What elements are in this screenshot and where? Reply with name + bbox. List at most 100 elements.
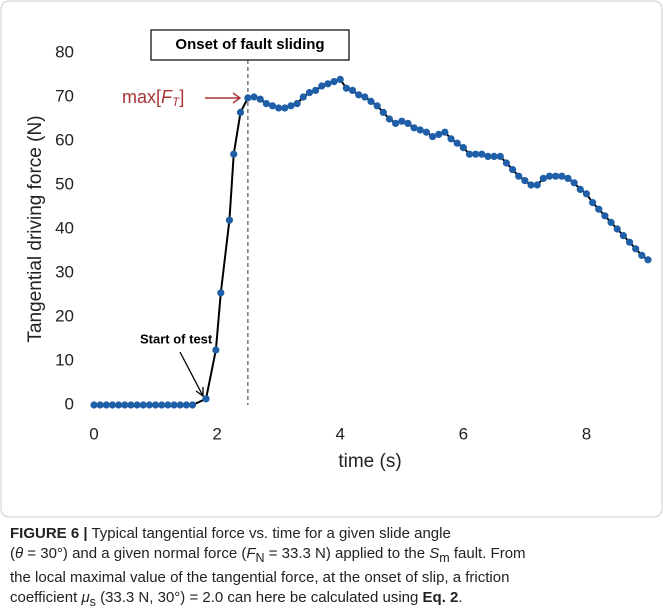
data-point — [576, 185, 584, 193]
data-point — [230, 150, 238, 158]
data-point — [521, 177, 529, 185]
data-point — [478, 150, 486, 158]
caption-text: m — [439, 551, 450, 565]
data-point — [281, 104, 289, 112]
data-point — [595, 205, 603, 213]
caption-text: θ — [15, 545, 24, 562]
data-point — [90, 401, 98, 409]
data-point — [472, 150, 480, 158]
x-tick-label: 8 — [582, 424, 591, 443]
caption-text: = 33.3 N) applied to the — [264, 545, 430, 562]
data-point — [139, 401, 147, 409]
data-point — [453, 139, 461, 147]
data-point — [625, 238, 634, 246]
caption-text: . — [458, 589, 463, 606]
data-point — [287, 102, 295, 110]
data-point — [182, 401, 190, 409]
data-point — [644, 256, 652, 264]
data-point — [145, 401, 153, 409]
max-arrow — [205, 92, 242, 104]
data-point — [404, 119, 412, 127]
caption-text: μ — [81, 589, 90, 606]
data-point — [188, 401, 197, 409]
caption-text: Eq. 2 — [422, 589, 459, 606]
data-point — [217, 289, 225, 297]
data-point — [268, 102, 277, 110]
data-point — [312, 86, 320, 94]
data-point — [539, 174, 547, 182]
data-point — [164, 401, 172, 409]
data-point — [236, 108, 245, 116]
chart: Tangential driving force (N) time (s) On… — [0, 0, 663, 518]
caption-text: Typical tangential force vs. time for a … — [87, 525, 451, 542]
data-point — [158, 401, 166, 409]
y-tick-label: 70 — [55, 86, 74, 105]
data-point — [96, 401, 104, 409]
data-point — [564, 174, 572, 182]
data-point — [342, 84, 350, 92]
y-tick-label: 40 — [55, 218, 74, 237]
caption-text: ( — [10, 545, 15, 562]
data-point — [379, 108, 387, 116]
data-point — [607, 218, 615, 226]
y-tick-label: 50 — [55, 174, 74, 193]
x-tick-label: 4 — [335, 424, 344, 443]
data-point — [176, 401, 184, 409]
data-point — [385, 115, 394, 123]
data-point — [318, 82, 326, 90]
caption-text: = 30°) and a given normal force ( — [23, 545, 247, 562]
data-point — [484, 152, 492, 160]
caption-text: F — [246, 545, 256, 562]
caption-text: s — [89, 595, 96, 609]
data-point — [632, 245, 640, 253]
y-tick-label: 0 — [65, 394, 74, 413]
data-point — [330, 78, 338, 86]
data-point — [398, 117, 406, 125]
data-point — [527, 181, 535, 189]
data-point — [336, 75, 344, 83]
data-point — [102, 401, 110, 409]
data-point — [502, 159, 511, 167]
caption-text: N — [255, 551, 265, 565]
data-point — [638, 251, 646, 259]
data-point — [133, 401, 141, 409]
data-point — [422, 128, 430, 136]
data-point — [428, 133, 437, 141]
data-point — [619, 232, 627, 240]
caption-text: coefficient — [10, 589, 82, 606]
y-tick-label: 10 — [55, 350, 74, 369]
data-point — [515, 172, 523, 180]
data-line — [94, 78, 649, 406]
data-point — [496, 152, 504, 160]
data-point — [613, 225, 621, 233]
data-point — [601, 212, 609, 220]
data-point — [447, 135, 455, 143]
data-point — [108, 401, 117, 409]
y-tick-label: 60 — [55, 130, 74, 149]
x-tick-label: 2 — [212, 424, 221, 443]
data-point — [533, 181, 541, 189]
data-point — [589, 199, 597, 207]
data-point — [115, 401, 123, 409]
data-point — [435, 130, 443, 138]
data-point — [558, 172, 566, 180]
y-axis-label: Tangential driving force (N) — [25, 115, 46, 342]
x-tick-label: 0 — [89, 424, 98, 443]
caption-text: (33.3 N, 30°) = 2.0 can here be calculat… — [95, 589, 423, 606]
y-tick-label: 30 — [55, 262, 74, 281]
data-point — [202, 395, 210, 403]
data-point — [508, 166, 517, 174]
data-point — [127, 401, 135, 409]
start-label: Start of test — [140, 331, 213, 346]
data-point — [348, 86, 357, 94]
data-point — [552, 172, 560, 180]
data-point — [305, 89, 314, 97]
data-point — [212, 346, 220, 354]
max-label-text: F — [161, 87, 173, 107]
data-point — [459, 144, 467, 152]
data-point — [361, 93, 369, 101]
max-label-text: ] — [179, 87, 184, 107]
caption-text: S — [429, 545, 440, 562]
data-point — [392, 119, 400, 127]
data-point — [121, 401, 129, 409]
